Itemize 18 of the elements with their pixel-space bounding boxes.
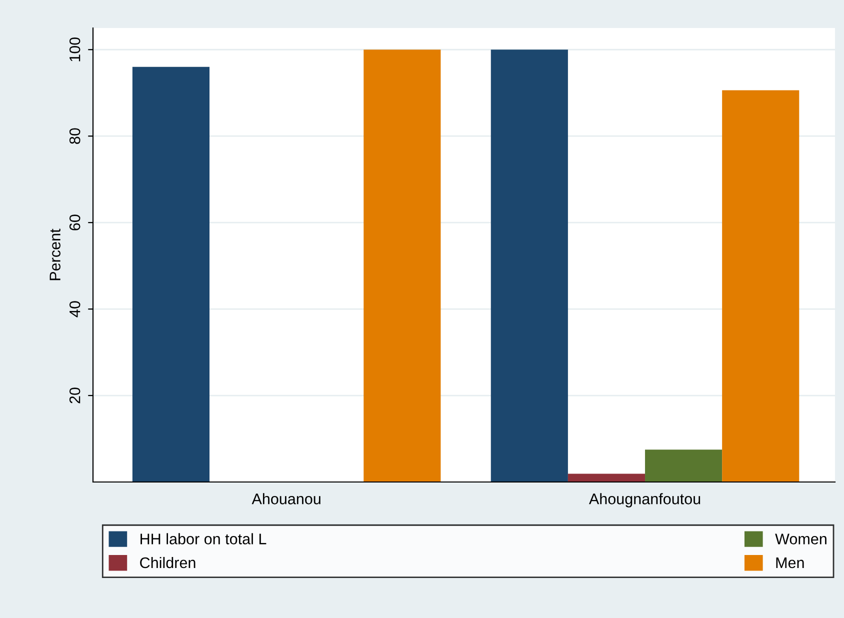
- bar: [490, 50, 568, 482]
- bar: [568, 474, 646, 482]
- y-tick-label: 100: [69, 37, 80, 62]
- y-tick-label: 20: [69, 388, 80, 404]
- legend-label: Women: [775, 534, 826, 544]
- legend-label: Children: [140, 556, 196, 568]
- bar: [132, 66, 210, 482]
- bar: [645, 450, 722, 482]
- bar: [722, 90, 800, 482]
- legend-label: HH labor on total L: [140, 533, 266, 544]
- legend-label: Men: [776, 558, 804, 568]
- y-tick-label: 40: [69, 301, 80, 318]
- bar: [364, 50, 441, 482]
- y-axis-title: Percent: [50, 228, 60, 280]
- x-tick-label: Ahouanou: [252, 493, 320, 504]
- y-tick-label: 80: [69, 128, 80, 144]
- y-tick-label: 60: [69, 214, 80, 230]
- x-tick-label: Ahougnanfoutou: [588, 493, 700, 508]
